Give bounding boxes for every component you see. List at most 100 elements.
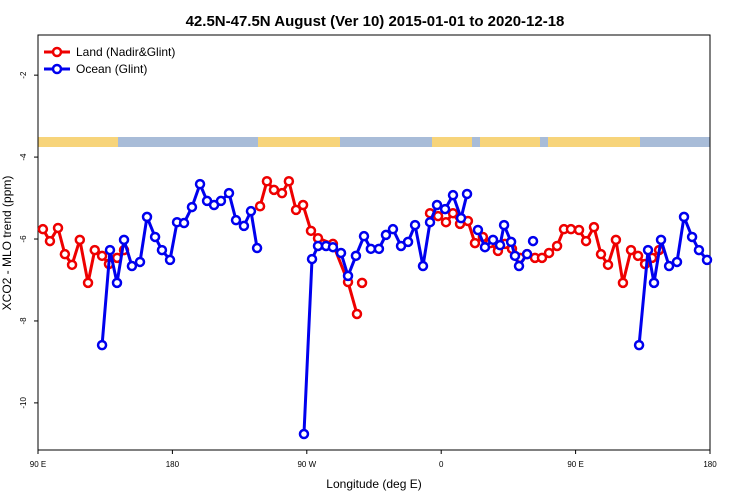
data-point xyxy=(298,428,310,440)
data-point xyxy=(469,237,481,249)
data-point xyxy=(164,254,176,266)
data-point xyxy=(251,242,263,254)
data-point xyxy=(633,339,645,351)
legend-label: Land (Nadir&Glint) xyxy=(76,45,175,59)
data-point xyxy=(245,205,257,217)
data-point xyxy=(565,223,577,235)
x-axis-label: Longitude (deg E) xyxy=(326,477,421,491)
plot-frame xyxy=(37,34,711,451)
x-tick-label: 180 xyxy=(166,460,180,469)
y-tick-label: -2 xyxy=(19,71,28,79)
data-point xyxy=(487,234,499,246)
data-point xyxy=(655,234,667,246)
data-point xyxy=(632,250,644,262)
data-point xyxy=(573,224,585,236)
data-point xyxy=(551,240,563,252)
data-point xyxy=(479,241,491,253)
data-point xyxy=(118,234,130,246)
data-point xyxy=(312,240,324,252)
data-point xyxy=(693,244,705,256)
data-point xyxy=(648,277,660,289)
y-tick-label: -6 xyxy=(19,235,28,243)
data-point xyxy=(701,254,713,266)
data-point xyxy=(527,235,539,247)
data-point xyxy=(44,235,56,247)
legend-label: Ocean (Glint) xyxy=(76,62,147,76)
data-point xyxy=(625,244,637,256)
data-point xyxy=(543,247,555,259)
data-point xyxy=(424,216,436,228)
data-point xyxy=(588,221,600,233)
data-point xyxy=(96,339,108,351)
data-point xyxy=(610,234,622,246)
data-point xyxy=(283,176,295,187)
data-point xyxy=(472,224,484,236)
data-point xyxy=(358,230,370,242)
data-point xyxy=(417,260,429,272)
data-point xyxy=(439,203,451,215)
data-point xyxy=(509,250,521,262)
data-point xyxy=(356,277,368,289)
data-point xyxy=(513,260,525,272)
data-point xyxy=(141,211,153,223)
data-point xyxy=(290,204,302,216)
data-point xyxy=(380,229,392,241)
data-point xyxy=(431,199,443,211)
data-point xyxy=(536,252,548,264)
legend-marker xyxy=(51,63,63,75)
data-point xyxy=(223,187,235,199)
data-point xyxy=(89,244,100,256)
data-point xyxy=(37,223,49,235)
data-point xyxy=(149,231,161,243)
data-point xyxy=(59,248,71,260)
data-point xyxy=(327,241,339,253)
data-point xyxy=(104,244,116,256)
data-point xyxy=(305,225,317,237)
data-point xyxy=(642,244,654,256)
data-point xyxy=(96,250,108,262)
legend-marker xyxy=(51,46,63,58)
data-point xyxy=(461,188,473,200)
data-point xyxy=(297,199,309,211)
data-point xyxy=(156,244,168,256)
data-point xyxy=(595,248,607,260)
y-axis-label: XCO2 - MLO trend (ppm) xyxy=(0,176,14,311)
x-tick-label: 90 E xyxy=(567,460,583,469)
data-point xyxy=(342,270,354,282)
data-point xyxy=(194,178,206,190)
data-point xyxy=(409,219,421,231)
chart-title: 42.5N-47.5N August (Ver 10) 2015-01-01 t… xyxy=(186,13,565,30)
data-point xyxy=(521,248,533,260)
data-point xyxy=(335,247,347,259)
data-point xyxy=(52,222,64,234)
data-point xyxy=(306,253,318,265)
y-tick-label: -8 xyxy=(19,317,28,325)
land-ocean-strip xyxy=(38,137,710,147)
data-point xyxy=(498,219,510,231)
data-point xyxy=(580,235,592,247)
data-point xyxy=(387,223,399,235)
data-point xyxy=(126,260,138,272)
data-point xyxy=(351,308,363,320)
data-point xyxy=(373,243,385,255)
y-tick-label: -4 xyxy=(19,153,28,161)
data-point xyxy=(671,256,683,268)
data-point xyxy=(82,277,94,289)
data-point xyxy=(494,239,506,251)
data-point xyxy=(238,220,250,232)
data-point xyxy=(276,187,288,199)
data-point xyxy=(134,256,146,268)
data-point xyxy=(74,234,86,246)
data-point xyxy=(178,217,190,229)
data-point xyxy=(447,189,459,201)
x-tick-label: 0 xyxy=(439,460,444,469)
data-point xyxy=(440,216,452,228)
data-point xyxy=(505,236,517,248)
data-point xyxy=(268,184,280,196)
data-point xyxy=(261,176,273,187)
data-point xyxy=(66,259,78,271)
data-point xyxy=(663,260,675,272)
data-point xyxy=(350,250,362,262)
x-tick-label: 90 E xyxy=(30,460,46,469)
